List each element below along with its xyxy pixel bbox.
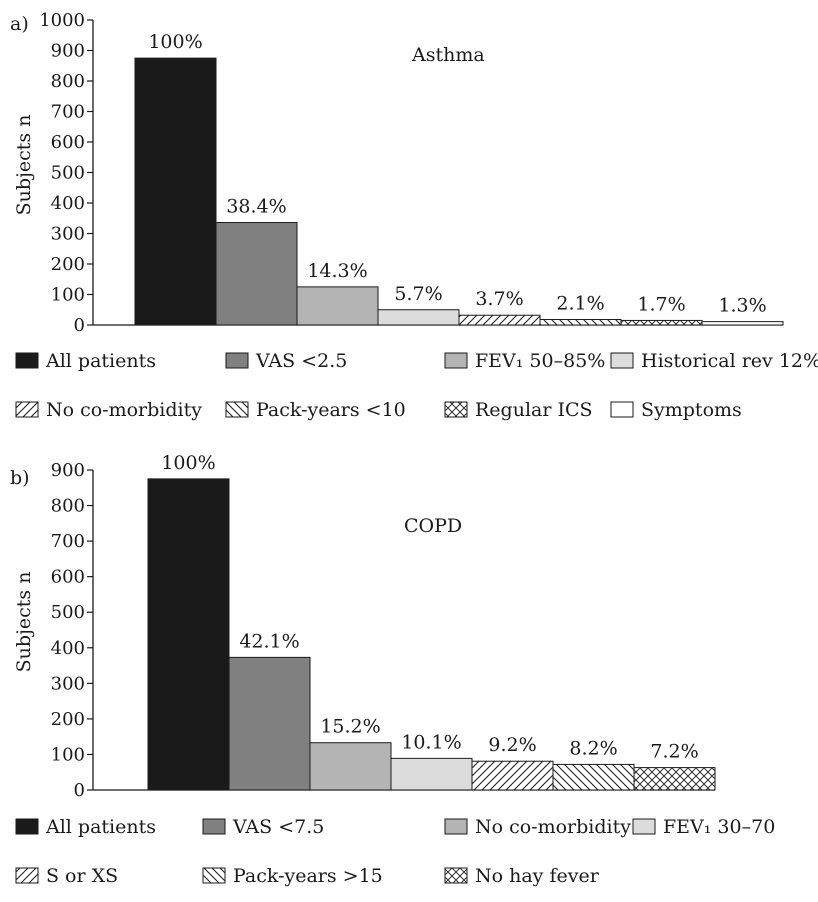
panel-b-legend-label: FEV₁ 30–70 — [663, 816, 775, 838]
panel-b-bar-labels: 100% 42.1% 15.2% 10.1% 9.2% 8.2% 7.2% — [161, 452, 698, 763]
panel-a-y-tick-label: 0 — [74, 315, 85, 336]
panel-b-legend-swatch — [202, 867, 226, 884]
panel-b-bar-label: 15.2% — [320, 716, 380, 738]
panel-b-legend-label: Pack-years >15 — [233, 865, 383, 887]
panel-b-legend-swatch — [15, 867, 39, 884]
panel-b-legend-swatch — [444, 818, 468, 835]
panel-a-legend-label: All patients — [45, 350, 156, 372]
panel-a-legend-swatch — [444, 401, 468, 418]
panel-b-bar — [228, 656, 311, 791]
panel-b-bar-label: 8.2% — [569, 737, 617, 759]
panel-b-legend-label: S or XS — [46, 865, 118, 887]
panel-a-y-tick-label: 800 — [51, 71, 85, 92]
panel-b-legend-label: No hay fever — [475, 865, 600, 887]
panel-a-y-tick-label: 900 — [51, 41, 85, 62]
panel-a-bar-label: 5.7% — [394, 283, 442, 305]
panel-a-y-tick-label: 500 — [51, 163, 85, 184]
panel-a-bar-label: 14.3% — [307, 260, 367, 282]
panel-b-y-tick-label: 200 — [51, 709, 85, 730]
panel-b-y-tick-label: 400 — [51, 638, 85, 659]
panel-a-legend-swatch — [225, 352, 249, 369]
panel-a-bar — [134, 57, 217, 326]
panel-a-legend-label: FEV₁ 50–85% — [475, 350, 605, 372]
panel-a-bar — [458, 314, 541, 326]
panel-a-bar-labels: 100% 38.4% 14.3% 5.7% 3.7% 2.1% 1.7% 1.3% — [148, 31, 766, 317]
panel-b-bar — [309, 742, 392, 791]
panel-a-bar — [701, 321, 784, 326]
panel-b-legend-swatch — [444, 867, 468, 884]
panel-b-y-tick-label: 100 — [51, 744, 85, 765]
panel-b-label: b) — [10, 467, 30, 489]
panel-a-legend-label: Regular ICS — [475, 399, 593, 421]
panel-a-y-tick-label: 100 — [51, 285, 85, 306]
panel-a-legend-swatch — [610, 352, 634, 369]
panel-a-bar-label: 1.7% — [637, 293, 685, 315]
panel-a-bar-label: 38.4% — [226, 196, 286, 218]
panel-b-y-tick-label: 500 — [51, 602, 85, 623]
panel-b-bar-label: 9.2% — [488, 734, 536, 756]
panel-a-y-tick-label: 400 — [51, 193, 85, 214]
panel-a-bar-label: 3.7% — [475, 288, 523, 310]
panel-a-bar — [620, 319, 703, 326]
panel-b-bar — [552, 763, 635, 791]
panel-b-bar-label: 7.2% — [650, 741, 698, 763]
panel-b-y-tick-label: 900 — [51, 460, 85, 481]
panel-a-axes: 0 100 200 300 400 500 600 700 800 900 1000 — [39, 10, 783, 336]
panel-b-bar — [390, 757, 473, 791]
panel-a-title: Asthma — [411, 44, 485, 66]
panel-a-legend-label: VAS <2.5 — [255, 350, 347, 372]
panel-a-y-axis-label: Subjects n — [13, 115, 35, 216]
panel-a-bar-label: 2.1% — [556, 293, 604, 315]
panel-a-bar — [215, 222, 298, 326]
panel-a-y-tick-label: 300 — [51, 224, 85, 245]
panel-b-y-tick-label: 700 — [51, 531, 85, 552]
panel-b-y-axis-label: Subjects n — [13, 572, 35, 673]
panel-a-legend-swatch — [15, 401, 39, 418]
panel-a-legend: All patients VAS <2.5 FEV₁ 50–85% Historica… — [15, 350, 818, 421]
panel-b-legend-label: VAS <7.5 — [232, 816, 324, 838]
panel-a-legend-swatch — [225, 401, 249, 418]
panel-b-bar-label: 100% — [161, 452, 215, 474]
panel-b-y-tick-label: 800 — [51, 496, 85, 517]
panel-a-legend-label: Historical rev 12% — [641, 350, 818, 372]
panel-a-y-tick-label: 600 — [51, 132, 85, 153]
panel-a-legend-label: No co-morbidity — [46, 399, 202, 421]
panel-b-legend-swatch — [202, 818, 226, 835]
panel-a-label: a) — [10, 13, 29, 35]
panel-b-legend-swatch — [15, 818, 39, 835]
panel-b: b) COPD Subjects n 0 100 200 300 400 500 600 70… — [10, 452, 775, 887]
panel-a-bars — [134, 57, 784, 326]
panel-b-bar — [633, 767, 716, 791]
panel-b-legend: All patients VAS <7.5 No co-morbidity FEV₁ … — [15, 816, 775, 887]
panel-a-y-tick-label: 1000 — [39, 10, 85, 31]
panel-a-bar — [377, 309, 460, 326]
panel-b-y-tick-label: 600 — [51, 567, 85, 588]
panel-a-legend-swatch — [444, 352, 468, 369]
panel-a-bar — [296, 286, 379, 326]
panel-a: a) Asthma Subjects n 0 100 200 300 400 500 600… — [10, 10, 818, 421]
panel-a-legend-swatch — [15, 352, 39, 369]
panel-b-y-tick-label: 300 — [51, 673, 85, 694]
panel-a-bar-label: 100% — [148, 31, 202, 53]
panel-a-y-tick-label: 200 — [51, 254, 85, 275]
panel-a-bar — [539, 319, 622, 326]
panel-b-title: COPD — [404, 515, 462, 537]
panel-a-legend-swatch — [610, 401, 634, 418]
panel-b-bars — [147, 478, 716, 791]
panel-b-y-tick-label: 0 — [74, 780, 85, 801]
panel-b-bar — [147, 478, 230, 791]
panel-b-legend-label: No co-morbidity — [475, 816, 631, 838]
panel-a-legend-label: Pack-years <10 — [256, 399, 406, 421]
panel-a-legend-label: Symptoms — [641, 399, 742, 421]
panel-b-bar — [471, 760, 554, 791]
panel-b-legend-swatch — [632, 818, 656, 835]
panel-b-legend-label: All patients — [45, 816, 156, 838]
panel-b-bar-label: 42.1% — [239, 630, 299, 652]
panel-a-bar-label: 1.3% — [718, 295, 766, 317]
panel-b-bar-label: 10.1% — [401, 731, 461, 753]
panel-a-y-tick-label: 700 — [51, 102, 85, 123]
